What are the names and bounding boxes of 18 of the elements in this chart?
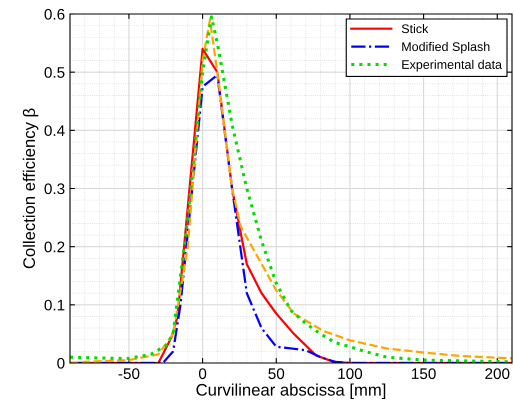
legend-label: Experimental data xyxy=(402,60,502,72)
y-axis-title: Collection efficiency β xyxy=(22,108,38,268)
y-tick-label: 0.3 xyxy=(44,183,64,194)
x-tick-label: -50 xyxy=(118,368,140,380)
legend-label: Modified Splash xyxy=(402,42,490,54)
y-tick-label: 0.6 xyxy=(44,8,64,20)
x-tick-label: 150 xyxy=(412,368,436,380)
x-tick-label: 50 xyxy=(268,368,284,380)
legend-label: Stick xyxy=(402,24,428,34)
y-tick-label: 0.1 xyxy=(44,300,64,311)
y-tick-label: 0.5 xyxy=(44,67,64,78)
y-tick-label: 0 xyxy=(57,358,65,369)
x-tick-label: 100 xyxy=(338,368,362,380)
x-tick-label: 0 xyxy=(198,368,206,380)
y-tick-label: 0.4 xyxy=(44,125,65,136)
x-tick-label: 200 xyxy=(485,368,510,380)
y-tick-label: 0.2 xyxy=(44,242,64,252)
x-axis-title: Curvilinear abscissa [mm] xyxy=(196,383,386,400)
